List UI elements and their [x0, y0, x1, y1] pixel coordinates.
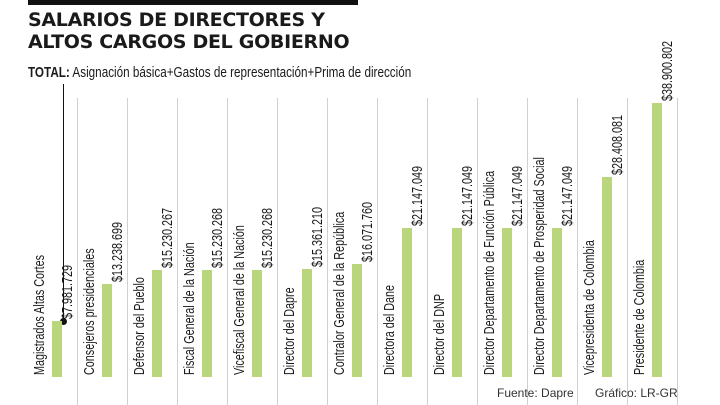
- value-label: $7.981.729: [59, 244, 76, 319]
- value-label-text: $7.981.729: [59, 264, 76, 319]
- value-label: $28.408.081: [609, 92, 626, 175]
- chart-column: Directora del Dane $21.147.049: [378, 98, 428, 405]
- value-label-text: $16.071.760: [359, 201, 376, 262]
- title-line-2: ALTOS CARGOS DEL GOBIERNO: [28, 31, 350, 53]
- value-label: $15.230.268: [209, 185, 226, 268]
- value-label-text: $15.230.267: [159, 207, 176, 268]
- category-label-text: Directora del Dane: [381, 284, 398, 375]
- chart-column: Director Departamento de Función Pública…: [478, 98, 528, 405]
- source-note: Fuente: Dapre: [497, 386, 574, 400]
- category-label: Contralor General de la República: [331, 148, 348, 375]
- subtitle-text: Asignación básica+Gastos de representaci…: [69, 64, 412, 81]
- bar: [602, 177, 612, 377]
- value-label-text: $15.230.268: [209, 207, 226, 268]
- value-label: $13.238.699: [109, 199, 126, 282]
- category-label-text: Defensor del Pueblo: [131, 277, 148, 375]
- category-label: Director Departamento de Función Pública: [481, 92, 498, 375]
- value-label-text: $21.147.049: [459, 165, 476, 226]
- bar: [502, 228, 512, 377]
- value-label-text: $21.147.049: [509, 165, 526, 226]
- chart-column: Vicefiscal General de la Nación $15.230.2…: [228, 98, 278, 405]
- bar: [102, 284, 112, 377]
- bar: [352, 264, 362, 377]
- title-line-1: SALARIOS DE DIRECTORES Y: [28, 9, 325, 31]
- category-label: Fiscal General de la Nación: [181, 191, 198, 375]
- value-label-text: $21.147.049: [409, 165, 426, 226]
- bar: [202, 270, 212, 377]
- value-label-text: $15.230.268: [259, 207, 276, 268]
- category-label-text: Director Departamento de Prosperidad Soc…: [531, 157, 548, 375]
- bar: [452, 228, 462, 377]
- pointer-dot: [60, 318, 67, 325]
- bar: [402, 228, 412, 377]
- value-label: $21.147.049: [459, 143, 476, 226]
- pointer-line: [63, 84, 64, 320]
- bar: [302, 269, 312, 377]
- chart-column: Fiscal General de la Nación $15.230.268: [178, 98, 228, 405]
- category-label: Vicefiscal General de la Nación: [231, 167, 248, 375]
- value-label: $15.361.210: [309, 184, 326, 267]
- chart-column: Contralor General de la República $16.071…: [328, 98, 378, 405]
- bar: [252, 270, 262, 377]
- bar: [552, 228, 562, 377]
- value-label: $21.147.049: [409, 143, 426, 226]
- category-label-text: Fiscal General de la Nación: [181, 242, 198, 375]
- bar: [652, 103, 662, 377]
- value-label: $15.230.268: [259, 185, 276, 268]
- category-label-text: Director Departamento de Función Pública: [481, 170, 498, 375]
- category-label: Director del DNP: [431, 262, 448, 375]
- bar: [152, 270, 162, 377]
- chart-title: SALARIOS DE DIRECTORES Y ALTOS CARGOS DE…: [28, 9, 350, 53]
- chart-column: Defensor del Pueblo $15.230.267: [128, 98, 178, 405]
- chart-column: Director del DNP $21.147.049: [428, 98, 478, 405]
- category-label: Presidente de Colombia: [631, 215, 648, 375]
- category-label: Vicepresidenta de Colombia: [581, 188, 598, 375]
- chart-column: Director del Dapre $15.361.210: [278, 98, 328, 405]
- category-label-text: Magistrados Altas Cortes: [31, 254, 48, 375]
- value-label: $15.230.267: [159, 185, 176, 268]
- category-label: Consejeros presidenciales: [81, 199, 98, 375]
- category-label-text: Presidente de Colombia: [631, 259, 648, 375]
- value-label: $21.147.049: [559, 143, 576, 226]
- category-label-text: Consejeros presidenciales: [81, 248, 98, 375]
- chart-column: Consejeros presidenciales $13.238.699: [78, 98, 128, 405]
- category-label-text: Contralor General de la República: [331, 211, 348, 375]
- category-label-text: Director del Dapre: [281, 287, 298, 375]
- category-label: Magistrados Altas Cortes: [31, 208, 48, 375]
- credit-note: Gráfico: LR-GR: [595, 386, 678, 400]
- chart-column: Presidente de Colombia $38.900.802: [628, 41, 678, 405]
- value-label-text: $15.361.210: [309, 206, 326, 267]
- bar: [52, 321, 62, 377]
- value-label: $38.900.802: [659, 18, 676, 101]
- chart-column: Magistrados Altas Cortes $7.981.729: [28, 98, 78, 405]
- category-label-text: Vicepresidenta de Colombia: [581, 240, 598, 375]
- chart-column: Vicepresidenta de Colombia $28.408.081: [578, 98, 628, 405]
- category-label: Director del Dapre: [281, 253, 298, 375]
- value-label-text: $38.900.802: [659, 40, 676, 101]
- category-label: Defensor del Pueblo: [131, 239, 148, 375]
- chart-column: Director Departamento de Prosperidad Soc…: [528, 98, 578, 405]
- category-label: Director Departamento de Prosperidad Soc…: [531, 72, 548, 375]
- category-label: Directora del Dane: [381, 250, 398, 375]
- value-label-text: $28.408.081: [609, 114, 626, 175]
- value-label: $16.071.760: [359, 179, 376, 262]
- header-rule: [28, 0, 358, 5]
- category-label-text: Vicefiscal General de la Nación: [231, 225, 248, 375]
- value-label: $21.147.049: [509, 143, 526, 226]
- value-label-text: $13.238.699: [109, 221, 126, 282]
- value-label-text: $21.147.049: [559, 165, 576, 226]
- chart-subtitle: TOTAL: Asignación básica+Gastos de repre…: [28, 64, 411, 82]
- subtitle-bold: TOTAL:: [28, 64, 70, 81]
- category-label-text: Director del DNP: [431, 293, 448, 375]
